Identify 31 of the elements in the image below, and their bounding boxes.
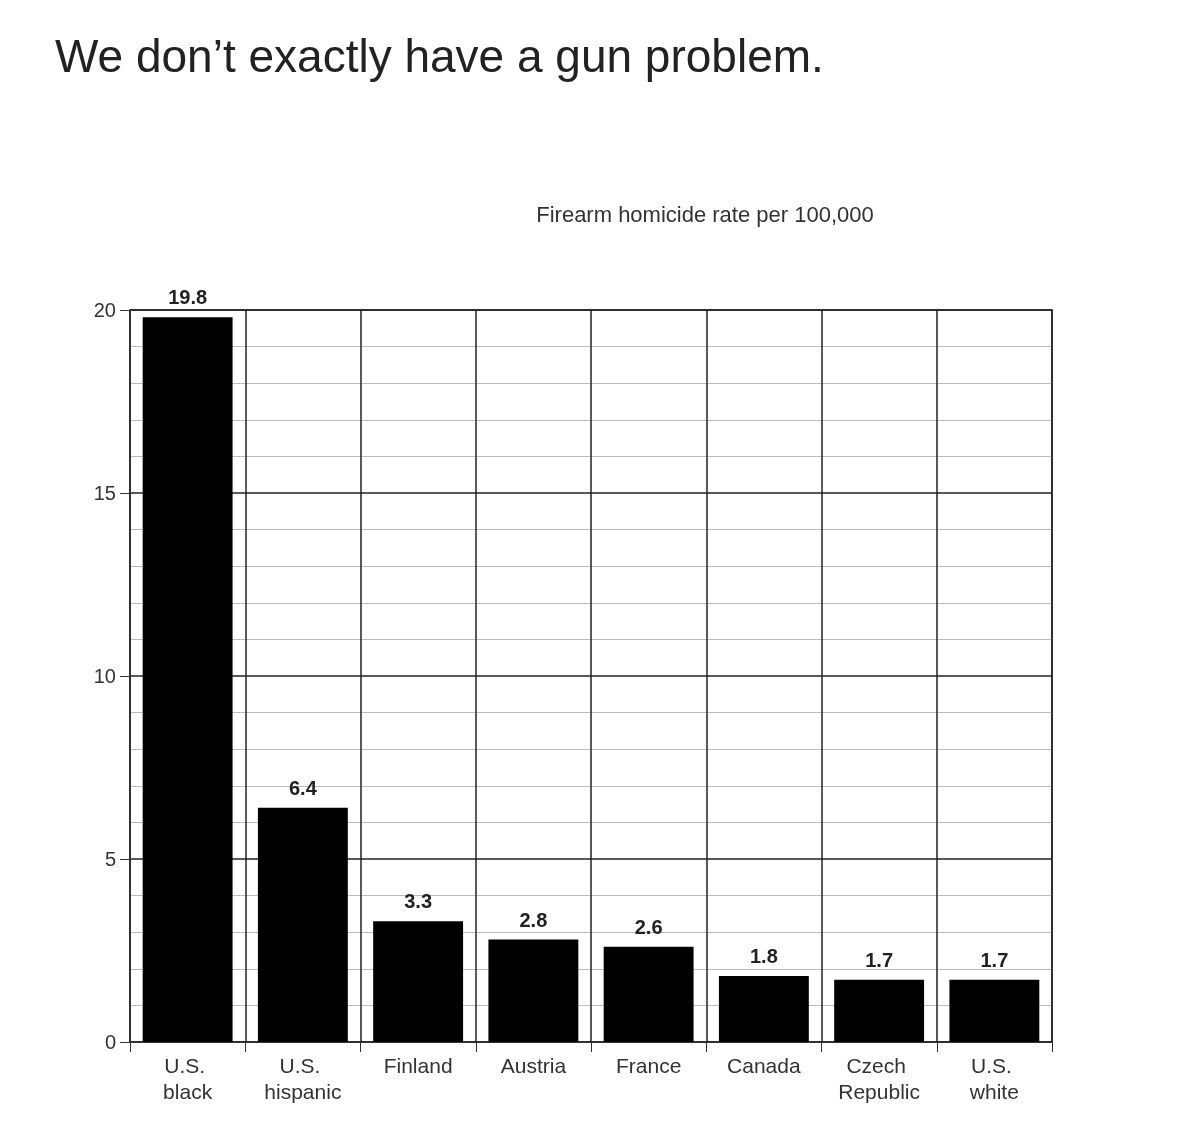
bar [949,979,1040,1042]
data-label: 19.8 [168,286,208,309]
x-tick-label: Canada [727,1053,801,1077]
data-label: 3.3 [404,890,433,913]
chart-subtitle: Firearm homicide rate per 100,000 [536,201,874,227]
x-tick-label: Austria [500,1053,567,1077]
data-label: 1.7 [865,948,894,971]
y-tick-label: 20 [93,299,116,321]
x-tick-label: U.S. hispanic [264,1053,342,1103]
y-tick-label: 15 [93,482,116,504]
bar [373,921,464,1042]
bar [834,979,925,1042]
bar [257,807,348,1042]
data-label: 1.8 [749,945,778,968]
bar [718,976,809,1042]
x-tick-label: U.S. black [163,1053,213,1103]
x-tick-label: France [615,1053,682,1077]
y-tick-label: 10 [93,665,116,687]
x-tick-label: U.S. white [968,1053,1019,1103]
bar [488,939,579,1042]
bar [603,946,694,1042]
y-tick-label: 5 [104,848,116,870]
chart-title: We don’t exactly have a gun problem. [55,30,824,82]
x-tick-label: Czech Republic [838,1053,920,1103]
data-label: 6.4 [288,776,318,799]
bar [142,317,233,1042]
y-tick-label: 0 [104,1031,116,1053]
x-tick-label: Finland [383,1053,453,1077]
data-label: 2.6 [634,915,663,938]
data-label: 2.8 [519,908,548,931]
data-label: 1.7 [980,948,1009,971]
